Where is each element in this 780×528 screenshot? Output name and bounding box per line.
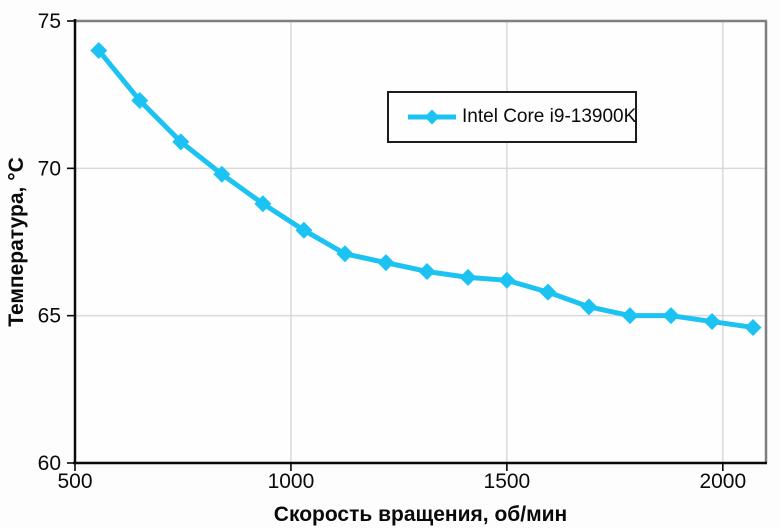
data-point-marker: [336, 245, 354, 263]
y-tick-label: 65: [38, 305, 61, 328]
data-point-marker: [703, 313, 721, 331]
x-tick-label: 1500: [484, 470, 531, 493]
legend: Intel Core i9-13900K: [387, 91, 637, 143]
plot-background: [75, 21, 766, 463]
data-point-marker: [213, 165, 231, 183]
x-tick-label: 1000: [268, 470, 315, 493]
y-tick-label: 70: [38, 157, 61, 180]
y-axis-title: Температура, °C: [5, 157, 28, 327]
data-point-marker: [744, 318, 762, 336]
data-point-marker: [172, 133, 190, 151]
data-point-marker: [662, 307, 680, 325]
legend-label: Intel Core i9-13900K: [462, 106, 637, 127]
data-point-marker: [295, 221, 313, 239]
data-point-marker: [539, 283, 557, 301]
legend-diamond-marker-icon: [424, 109, 440, 125]
data-point-marker: [621, 307, 639, 325]
legend-line-sample: [408, 109, 456, 125]
data-point-marker: [377, 254, 395, 272]
data-point-marker: [254, 195, 272, 213]
y-tick-label: 60: [38, 452, 61, 475]
data-point-marker: [418, 262, 436, 280]
x-tick-label: 2000: [699, 470, 746, 493]
data-point-marker: [459, 268, 477, 286]
y-tick-label: 75: [38, 10, 61, 33]
data-point-marker: [580, 298, 598, 316]
data-point-marker: [131, 92, 149, 110]
data-point-marker: [90, 41, 108, 59]
x-tick-label: 500: [57, 470, 92, 493]
x-axis-title: Скорость вращения, об/мин: [273, 503, 568, 526]
data-point-marker: [498, 271, 516, 289]
